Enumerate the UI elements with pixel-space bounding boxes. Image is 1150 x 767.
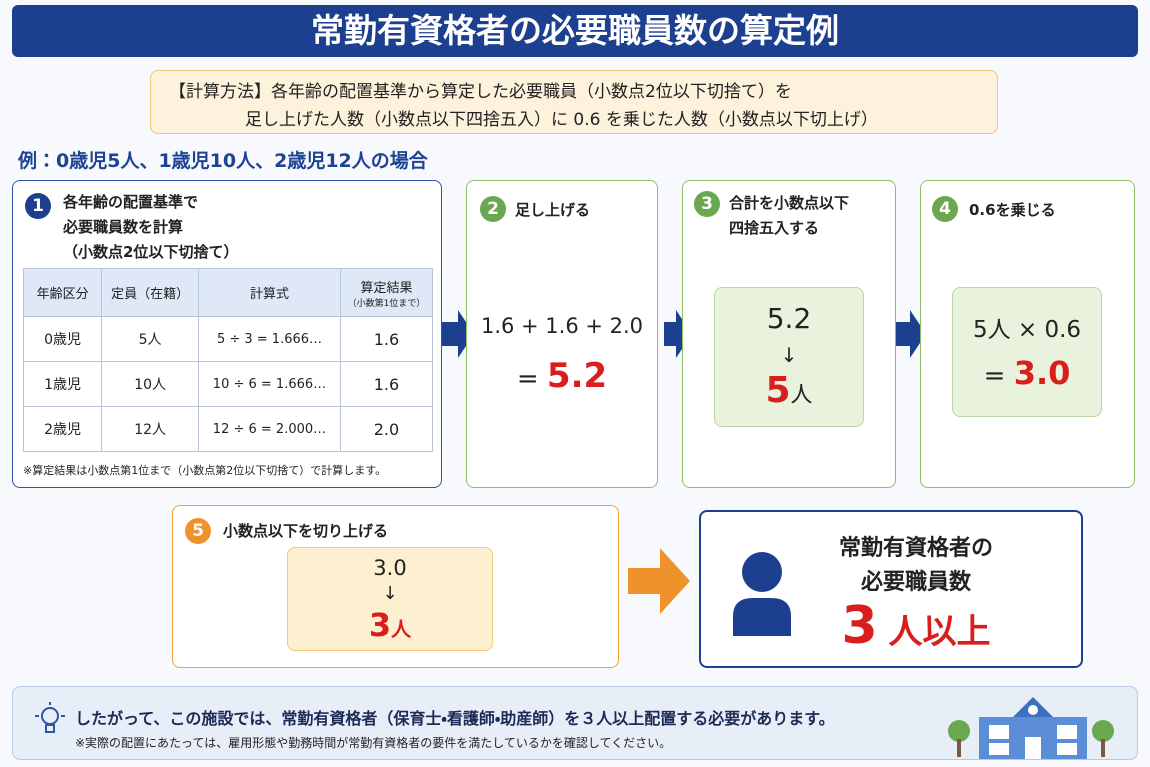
down-arrow: ↓: [382, 583, 398, 604]
conclusion-main: したがって、この施設では、常勤有資格者（保育士・看護師・助産師）を３人以上配置す…: [75, 709, 835, 728]
person-icon: [733, 552, 791, 636]
header-note: （小数第1位まで）: [347, 298, 426, 309]
step-title: 小数点以下を切り上げる: [223, 522, 389, 540]
step-5: 5 小数点以下を切り上げる 3.0 ↓ 3人: [172, 505, 619, 668]
from-value: 5.2: [766, 302, 812, 335]
unit: 人: [790, 383, 813, 408]
equation: = 3.0: [953, 354, 1101, 392]
conclusion-note: ※実際の配置にあたっては、雇用形態や勤務時間が常勤有資格者の要件を満たしているか…: [75, 736, 672, 750]
conclusion-box: したがって、この施設では、常勤有資格者（保育士・看護師・助産師）を３人以上配置す…: [12, 686, 1138, 760]
formula: 1.6 + 1.6 + 2.0: [480, 314, 644, 338]
table-cell: 2.0: [339, 406, 434, 452]
table-cell: 1歳児: [22, 361, 103, 407]
method-box: 【計算方法】各年齢の配置基準から算定した必要職員（小数点2位以下切捨て）を 足し…: [150, 70, 998, 134]
step-2: 2 足し上げる 1.6 + 1.6 + 2.0 = 5.2: [466, 180, 658, 488]
inner-box: 5.2 ↓ 5人: [714, 287, 864, 427]
header-cell: 年齢区分: [22, 268, 103, 317]
step-title: 0.6を乗じる: [969, 201, 1056, 219]
bulb-icon: [35, 702, 65, 733]
step-title: 合計を小数点以下: [729, 194, 850, 212]
table-cell: 12 ÷ 6 = 2.000…: [198, 406, 341, 452]
step-title: 足し上げる: [515, 201, 591, 219]
result: 3: [368, 606, 392, 644]
step-number: 2: [480, 196, 506, 222]
result: 3.0: [1013, 354, 1071, 392]
method-line: 足し上げた人数（小数点以下四捨五入）に 0.6 を乗じた人数（小数点以下切上げ）: [245, 110, 878, 130]
step-title: 必要職員数を計算: [63, 218, 184, 236]
table-cell: 1.6: [339, 316, 434, 362]
result-value-line: 3 人以上: [801, 596, 1031, 656]
table-cell: 10人: [101, 361, 200, 407]
header-cell: 算定結果 （小数第1位まで）: [339, 268, 434, 317]
step-number: 5: [185, 518, 211, 544]
step-number: 1: [25, 193, 51, 219]
step-title: 各年齢の配置基準で: [63, 193, 199, 211]
table-row: 1歳児 10人 10 ÷ 6 = 1.666… 1.6: [22, 361, 434, 407]
unit: 人: [391, 617, 412, 641]
header-cell: 計算式: [198, 268, 341, 317]
header-row: 年齢区分 定員（在籍） 計算式 算定結果 （小数第1位まで）: [22, 268, 434, 317]
down-arrow: ↓: [780, 343, 798, 367]
table-row: 0歳児 5人 5 ÷ 3 = 1.666… 1.6: [22, 316, 434, 362]
result-value: 3: [841, 596, 878, 656]
header-text: 定員（在籍）: [111, 287, 190, 302]
header-text: 年齢区分: [36, 287, 89, 302]
step-number: 3: [694, 191, 720, 217]
table-note: ※算定結果は小数点第1位まで（小数点第2位以下切捨て）で計算します。: [23, 464, 387, 477]
result-line: 3人: [288, 606, 492, 644]
formula: 5人 × 0.6: [972, 317, 1082, 343]
result-line: 5人: [715, 370, 863, 411]
result: 5.2: [546, 356, 608, 396]
calc-table: 年齢区分 定員（在籍） 計算式 算定結果 （小数第1位まで） 0歳児 5人 5 ÷ 3 = 1…: [22, 268, 434, 452]
title-bar: 常勤有資格者の必要職員数の算定例: [12, 5, 1138, 57]
arrow: [628, 548, 690, 614]
step-1: 1 各年齢の配置基準で 必要職員数を計算 （小数点2位以下切捨て） 年齢区分 定員…: [12, 180, 442, 488]
equals: =: [983, 361, 1006, 391]
table-row: 2歳児 12人 12 ÷ 6 = 2.000… 2.0: [22, 406, 434, 452]
step-title: 四捨五入する: [729, 219, 820, 237]
inner-box: 5人 × 0.6 = 3.0: [952, 287, 1102, 417]
from-value: 3.0: [373, 556, 407, 580]
result-unit: 人以上: [888, 612, 991, 652]
result: 5: [765, 370, 791, 411]
arrow: [896, 310, 926, 358]
example-label: 例：0歳児5人、1歳児10人、2歳児12人の場合: [18, 150, 428, 172]
step-4: 4 0.6を乗じる 5人 × 0.6 = 3.0: [920, 180, 1135, 488]
table-cell: 2歳児: [22, 406, 103, 452]
step-3: 3 合計を小数点以下 四捨五入する 5.2 ↓ 5人: [682, 180, 896, 488]
step-number: 4: [932, 196, 958, 222]
header-text: 算定結果: [360, 280, 413, 296]
table-cell: 12人: [101, 406, 200, 452]
inner-box: 3.0 ↓ 3人: [287, 547, 493, 651]
page-title: 常勤有資格者の必要職員数の算定例: [311, 11, 839, 50]
result-title: 必要職員数: [860, 570, 971, 595]
step-title: （小数点2位以下切捨て）: [63, 243, 239, 261]
building-illustration: [948, 697, 1114, 759]
table-cell: 5人: [101, 316, 200, 362]
equals: =: [516, 364, 539, 394]
method-line: 【計算方法】各年齢の配置基準から算定した必要職員（小数点2位以下切捨て）を: [169, 82, 792, 102]
result-box: 常勤有資格者の 必要職員数 3 人以上: [699, 510, 1083, 668]
header-text: 計算式: [249, 287, 289, 302]
arrow: [664, 310, 692, 358]
result-title: 常勤有資格者の: [838, 536, 993, 561]
equation: = 5.2: [467, 356, 657, 396]
